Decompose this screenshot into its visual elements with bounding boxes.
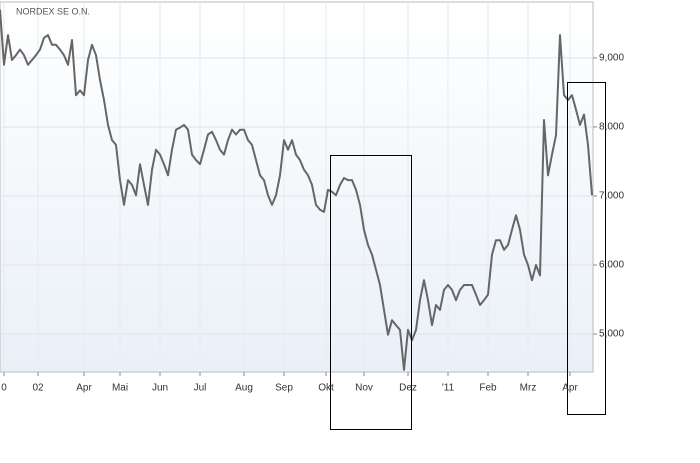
x-tick-label: Apr (562, 383, 578, 394)
y-tick-label: 7,000 (599, 191, 624, 202)
highlight-box (330, 155, 412, 430)
x-tick-label: '11 (442, 383, 455, 394)
x-tick-label: Mrz (520, 383, 537, 394)
x-tick-label: Aug (235, 383, 253, 394)
x-tick-label: Sep (275, 383, 293, 394)
x-tick-label: Nov (355, 383, 373, 394)
plot-area (0, 1, 594, 373)
y-tick-label: 8,000 (599, 122, 624, 133)
y-tick-label: 5,000 (599, 329, 624, 340)
x-tick-label: Mai (112, 383, 128, 394)
x-tick-label: Apr (76, 383, 92, 394)
x-tick-label: Feb (479, 383, 497, 394)
x-tick-label: Jun (152, 383, 168, 394)
y-tick-label: 9,000 (599, 53, 624, 64)
chart-title: NORDEX SE O.N. (16, 6, 90, 16)
x-tick-label: 0 (1, 383, 7, 394)
highlight-box (567, 82, 606, 415)
x-tick-label: 02 (32, 383, 44, 394)
x-tick-label: Dez (399, 383, 417, 394)
y-tick-label: 6,000 (599, 260, 624, 271)
price-line (0, 9, 593, 371)
x-tick-label: Jul (194, 383, 207, 394)
x-tick-label: Okt (318, 383, 334, 394)
